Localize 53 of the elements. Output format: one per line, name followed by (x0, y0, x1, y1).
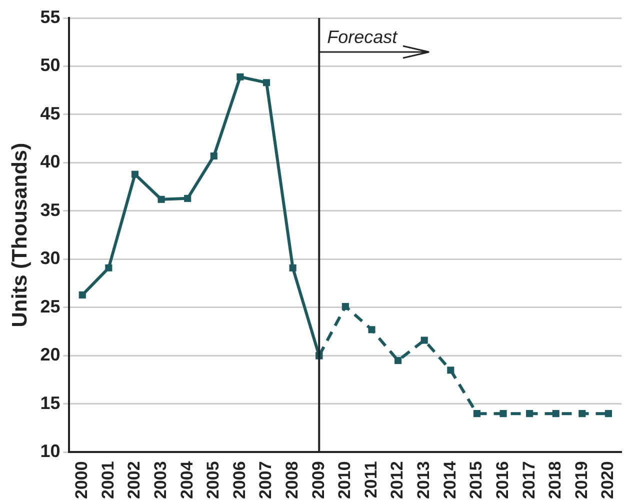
point (604, 410, 612, 418)
y-tick-label: 35 (40, 200, 60, 220)
x-tick-label: 2009 (308, 461, 328, 500)
point (394, 356, 402, 364)
x-tick-label: 2004 (177, 460, 196, 500)
x-tick-label: 2017 (519, 461, 538, 500)
x-tick-label: 2018 (546, 461, 565, 500)
y-axis-title: Units (Thousands) (8, 142, 32, 328)
x-tick-label: 2005 (204, 461, 223, 500)
x-tick-label: 2007 (256, 461, 276, 500)
x-tick-label: 2012 (388, 461, 407, 500)
point (105, 264, 112, 272)
point (420, 336, 428, 344)
y-tick-label: 50 (40, 55, 60, 76)
x-tick-label: 2001 (98, 461, 118, 500)
point (262, 79, 270, 86)
x-tick-label: 2015 (466, 461, 486, 500)
x-tick-label: 2000 (72, 461, 92, 500)
x-tick-label: 2020 (598, 461, 618, 500)
x-tick-label: 2002 (124, 461, 144, 500)
y-tick-label: 55 (40, 6, 60, 27)
x-tick-label: 2003 (150, 461, 170, 500)
point (500, 410, 507, 418)
point (473, 410, 480, 418)
y-tick-label: 20 (40, 344, 60, 365)
y-tick-label: 40 (40, 152, 60, 172)
x-tick-label: 2010 (335, 461, 354, 500)
point (552, 410, 560, 418)
point (131, 170, 139, 178)
ref-line-label: Forecast (327, 27, 398, 47)
point (289, 264, 296, 272)
point (447, 366, 454, 374)
y-tick-label: 15 (40, 392, 60, 413)
point (78, 291, 86, 298)
point (236, 73, 244, 80)
x-tick-label: 2013 (414, 461, 434, 500)
x-tick-label: 2008 (282, 461, 302, 500)
point (526, 410, 534, 418)
x-tick-label: 2011 (361, 461, 380, 498)
y-tick-label: 45 (40, 103, 60, 124)
point (578, 410, 586, 418)
point (368, 326, 376, 334)
x-tick-label: 2016 (492, 461, 512, 500)
y-tick-label: 30 (40, 248, 60, 268)
x-tick-label: 2014 (440, 460, 460, 500)
y-tick-label: 25 (40, 296, 60, 316)
x-tick-label: 2019 (572, 461, 591, 500)
x-tick-label: 2006 (230, 461, 249, 500)
point (342, 302, 349, 310)
point (158, 196, 165, 203)
point (184, 194, 192, 202)
y-tick-label: 10 (40, 441, 60, 462)
point (210, 152, 218, 160)
